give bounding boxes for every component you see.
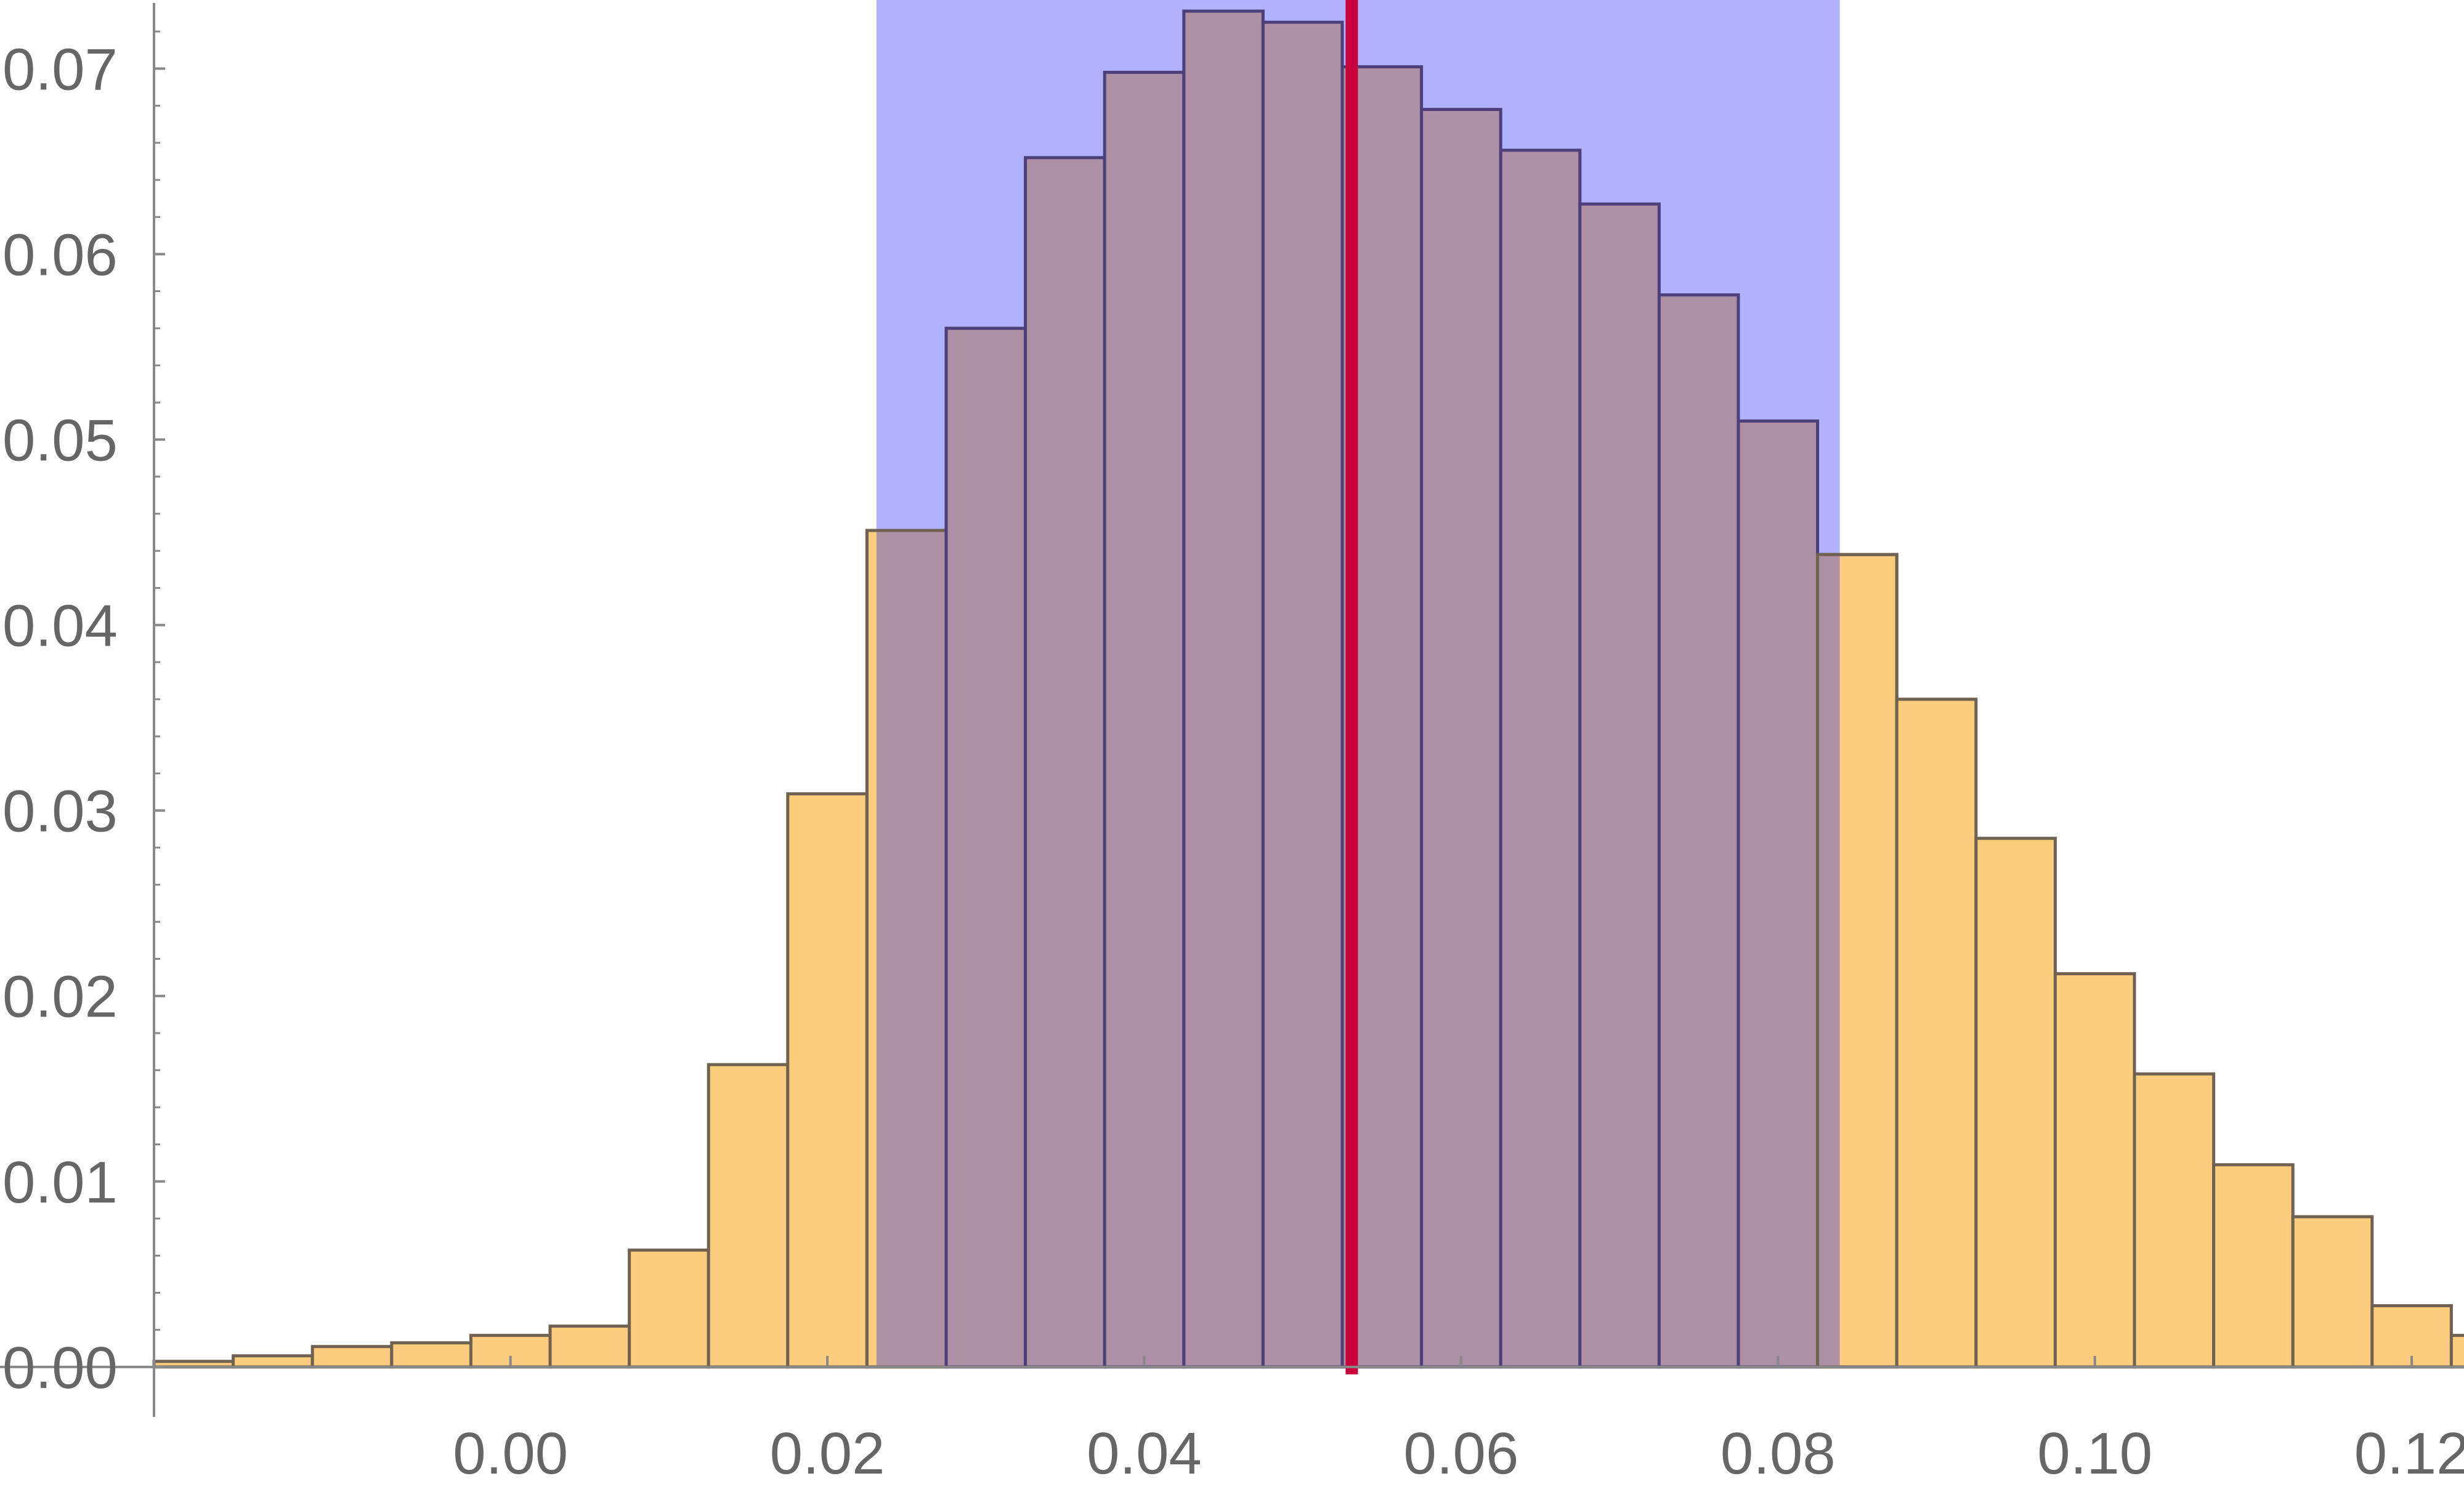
histogram-bar	[865, 529, 948, 1369]
histogram-bar-fill	[1578, 202, 1661, 1369]
histogram-bar	[1182, 9, 1265, 1369]
histogram-bar	[1974, 837, 2057, 1369]
y-tick-label: 0.01	[2, 1150, 118, 1215]
x-tick-label: 0.08	[1720, 1421, 1836, 1487]
histogram-bar	[232, 1354, 314, 1369]
histogram-bar-overlap	[1817, 556, 1840, 1366]
x-tick-label: 0.02	[770, 1421, 885, 1487]
histogram-bar-fill	[1895, 697, 1978, 1369]
histogram-bar-fill	[2291, 1215, 2374, 1369]
histogram-bar-fill	[707, 1063, 790, 1369]
histogram-bar-fill	[1420, 108, 1502, 1369]
histogram-bar-fill	[1182, 9, 1265, 1369]
histogram-bar	[944, 327, 1027, 1369]
histogram-bar-fill	[2449, 1334, 2464, 1369]
histogram-bar	[1103, 70, 1186, 1369]
histogram-bar-fill	[1261, 20, 1344, 1369]
y-axis-ticks: 0.00 0.01 0.02 0.03 0.04 0.05 0.06 0.07	[2, 30, 165, 1401]
x-tick-label: 0.10	[2037, 1421, 2152, 1487]
histogram-bar	[1578, 202, 1661, 1369]
histogram-bar-fill	[1499, 148, 1582, 1369]
histogram-bar	[1737, 419, 1820, 1369]
histogram-bar	[2449, 1334, 2464, 1369]
histogram-bar	[548, 1325, 631, 1369]
y-tick-label: 0.03	[2, 779, 118, 845]
histogram-bar-fill	[1737, 419, 1820, 1369]
histogram-bar	[707, 1063, 790, 1369]
histogram-bar	[1816, 553, 1899, 1369]
histogram-bar-fill	[2053, 972, 2136, 1369]
histogram-bar	[628, 1248, 710, 1369]
histogram-bar-fill	[310, 1345, 394, 1369]
histogram-bar	[2133, 1072, 2216, 1369]
histogram-bar	[786, 792, 869, 1369]
histogram-bar	[2291, 1215, 2374, 1369]
histogram-bar-fill	[232, 1354, 314, 1369]
histogram-bar-fill	[2133, 1072, 2216, 1369]
y-tick-label: 0.04	[2, 593, 118, 659]
histogram-bar-fill	[390, 1341, 472, 1369]
histogram-bar-fill	[1103, 70, 1186, 1369]
histogram-bar	[1420, 108, 1502, 1369]
histogram-bar	[390, 1341, 472, 1369]
y-tick-label: 0.06	[2, 222, 118, 288]
histogram-bar	[1261, 20, 1344, 1369]
x-tick-label: 0.06	[1403, 1421, 1518, 1487]
histogram-bar-fill	[628, 1248, 710, 1369]
x-tick-label: 0.12	[2354, 1421, 2464, 1487]
histogram-bar	[1024, 156, 1106, 1369]
histogram-bar-fill	[1657, 293, 1740, 1369]
histogram-bar-fill	[1024, 156, 1106, 1369]
histogram-bar	[1895, 697, 1978, 1369]
histogram-bar	[1499, 148, 1582, 1369]
histogram-bar-fill	[786, 792, 869, 1369]
histogram-bar-overlap	[876, 532, 947, 1366]
x-tick-label: 0.04	[1087, 1421, 1202, 1487]
histogram-bar	[1657, 293, 1740, 1369]
histogram-bar-fill	[944, 327, 1027, 1369]
x-tick-label: 0.00	[453, 1421, 568, 1487]
y-tick-label: 0.00	[2, 1335, 118, 1401]
histogram-bars	[152, 9, 2464, 1369]
histogram-bar	[2212, 1163, 2295, 1369]
histogram-bar	[310, 1345, 394, 1369]
histogram-bar-fill	[2212, 1163, 2295, 1369]
y-tick-label: 0.05	[2, 408, 118, 474]
x-axis-ticks: 0.00 0.02 0.04 0.06 0.08 0.10 0.12	[453, 1355, 2464, 1487]
y-tick-label: 0.07	[2, 36, 118, 102]
histogram-bar	[2053, 972, 2136, 1369]
histogram-bar-fill	[548, 1325, 631, 1369]
y-tick-label: 0.02	[2, 964, 118, 1030]
histogram-bar-fill	[1974, 837, 2057, 1369]
